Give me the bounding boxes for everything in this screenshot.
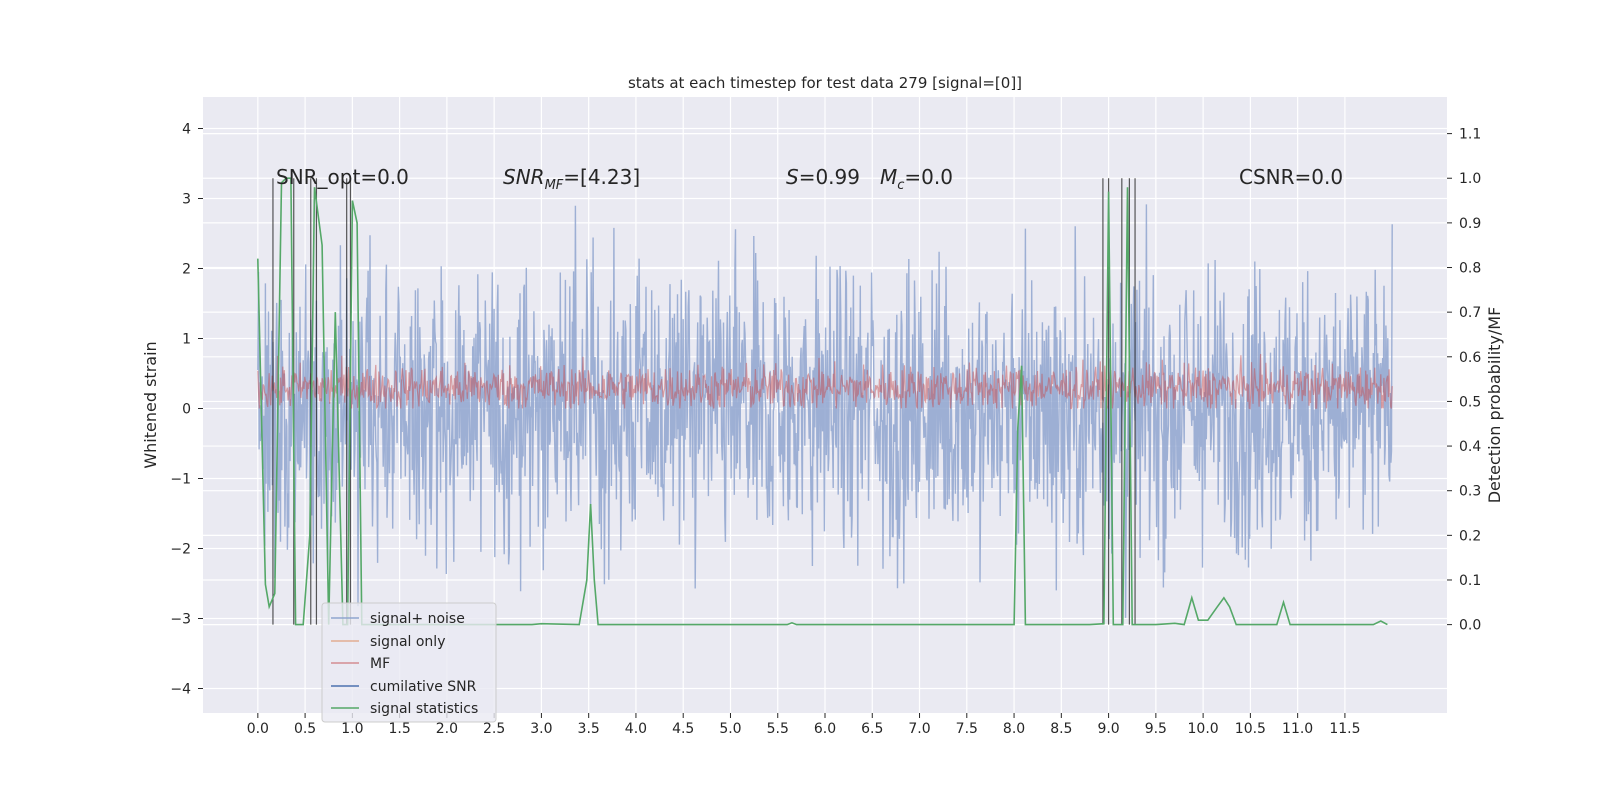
y2-tick-label: 0.3 <box>1459 484 1481 500</box>
signal-statistics-series <box>257 177 1388 626</box>
s-annotation: S=0.99 <box>786 165 860 189</box>
mc-symbol: M <box>880 165 897 189</box>
snr-mf-subscript: MF <box>545 178 564 193</box>
x-tick-label: 1.0 <box>341 721 363 737</box>
legend-box <box>321 602 497 723</box>
y-axis-label: Whitened strain <box>141 341 160 468</box>
x-tick-label: 5.5 <box>767 721 789 737</box>
snr-mf-symbol: SNR <box>503 165 545 189</box>
x-axis-ticks: 0.0 0.5 1.0 1.5 2.0 2.5 3.0 3.5 4.0 4.5 5.0 5.5 6.0 6… <box>247 713 1360 737</box>
y2-tick-label: 1.1 <box>1459 127 1481 143</box>
snr-mf-annotation: SNRMF=[4.23] <box>503 165 640 193</box>
y-axis-ticks: 4 3 2 1 0 −1 −2 −3 −4 <box>170 122 203 698</box>
x-tick-label: 9.5 <box>1145 721 1167 737</box>
chart-title: stats at each timestep for test data 279… <box>628 74 1022 92</box>
y-tick-label: −4 <box>170 682 191 698</box>
y2-tick-label: 1.0 <box>1459 171 1481 187</box>
y-tick-label: −3 <box>170 612 191 628</box>
y2-tick-label: 0.8 <box>1459 261 1481 277</box>
y-tick-label: 0 <box>182 402 191 418</box>
y2-tick-label: 0.5 <box>1459 394 1481 410</box>
mc-subscript: c <box>897 178 904 193</box>
s-symbol: S <box>786 165 799 189</box>
x-tick-label: 4.5 <box>672 721 694 737</box>
legend: signal+ noise signal only MF cumilative … <box>321 602 497 723</box>
signal-noise-line <box>257 204 1393 618</box>
x-tick-label: 7.5 <box>956 721 978 737</box>
y2-axis-ticks: 1.1 1.0 0.9 0.8 0.7 0.6 0.5 0.4 0.3 0.2 0.1 0.0 <box>1447 127 1481 634</box>
y2-tick-label: 0.7 <box>1459 305 1481 321</box>
legend-label-signal-noise: signal+ noise <box>370 611 465 627</box>
legend-label-mf: MF <box>370 656 390 672</box>
s-value: =0.99 <box>799 165 860 189</box>
x-tick-label: 5.0 <box>719 721 741 737</box>
y-tick-label: 1 <box>182 332 191 348</box>
snr-mf-value: =[4.23] <box>563 165 640 189</box>
y2-tick-label: 0.6 <box>1459 350 1481 366</box>
x-tick-label: 11.0 <box>1282 721 1313 737</box>
y2-tick-label: 0.1 <box>1459 573 1481 589</box>
x-tick-label: 8.0 <box>1003 721 1025 737</box>
x-tick-label: 3.0 <box>530 721 552 737</box>
x-tick-label: 0.0 <box>247 721 269 737</box>
x-tick-label: 7.0 <box>908 721 930 737</box>
x-tick-label: 9.0 <box>1097 721 1119 737</box>
x-tick-label: 1.5 <box>388 721 410 737</box>
mf-series <box>257 353 1393 410</box>
x-tick-label: 0.5 <box>294 721 316 737</box>
y-tick-label: −2 <box>170 542 191 558</box>
signal-statistics-line <box>257 177 1388 626</box>
x-tick-label: 6.0 <box>814 721 836 737</box>
x-tick-label: 11.5 <box>1329 721 1360 737</box>
signal-noise-series <box>257 204 1393 618</box>
x-tick-label: 2.5 <box>483 721 505 737</box>
y-tick-label: 4 <box>182 122 191 138</box>
snr-opt-annotation: SNR_opt=0.0 <box>276 165 409 189</box>
mc-annotation: Mc=0.0 <box>880 165 953 193</box>
y-tick-label: −1 <box>170 472 191 488</box>
y2-tick-label: 0.9 <box>1459 216 1481 232</box>
legend-label-cumilative-snr: cumilative SNR <box>370 679 477 695</box>
x-tick-label: 3.5 <box>578 721 600 737</box>
x-tick-label: 4.0 <box>625 721 647 737</box>
y-tick-label: 3 <box>182 192 191 208</box>
x-tick-label: 6.5 <box>861 721 883 737</box>
mf-line <box>257 353 1393 410</box>
y2-tick-label: 0.0 <box>1459 618 1481 634</box>
y2-tick-label: 0.4 <box>1459 439 1481 455</box>
x-tick-label: 2.0 <box>436 721 458 737</box>
y2-tick-label: 0.2 <box>1459 528 1481 544</box>
legend-label-signal-only: signal only <box>370 634 445 650</box>
x-tick-label: 8.5 <box>1050 721 1072 737</box>
mc-value: =0.0 <box>904 165 953 189</box>
x-tick-label: 10.0 <box>1188 721 1219 737</box>
y2-axis-label: Detection probability/MF <box>1485 307 1504 504</box>
legend-label-signal-statistics: signal statistics <box>370 701 478 717</box>
y-tick-label: 2 <box>182 262 191 278</box>
csnr-annotation: CSNR=0.0 <box>1239 165 1343 189</box>
x-tick-label: 10.5 <box>1235 721 1266 737</box>
